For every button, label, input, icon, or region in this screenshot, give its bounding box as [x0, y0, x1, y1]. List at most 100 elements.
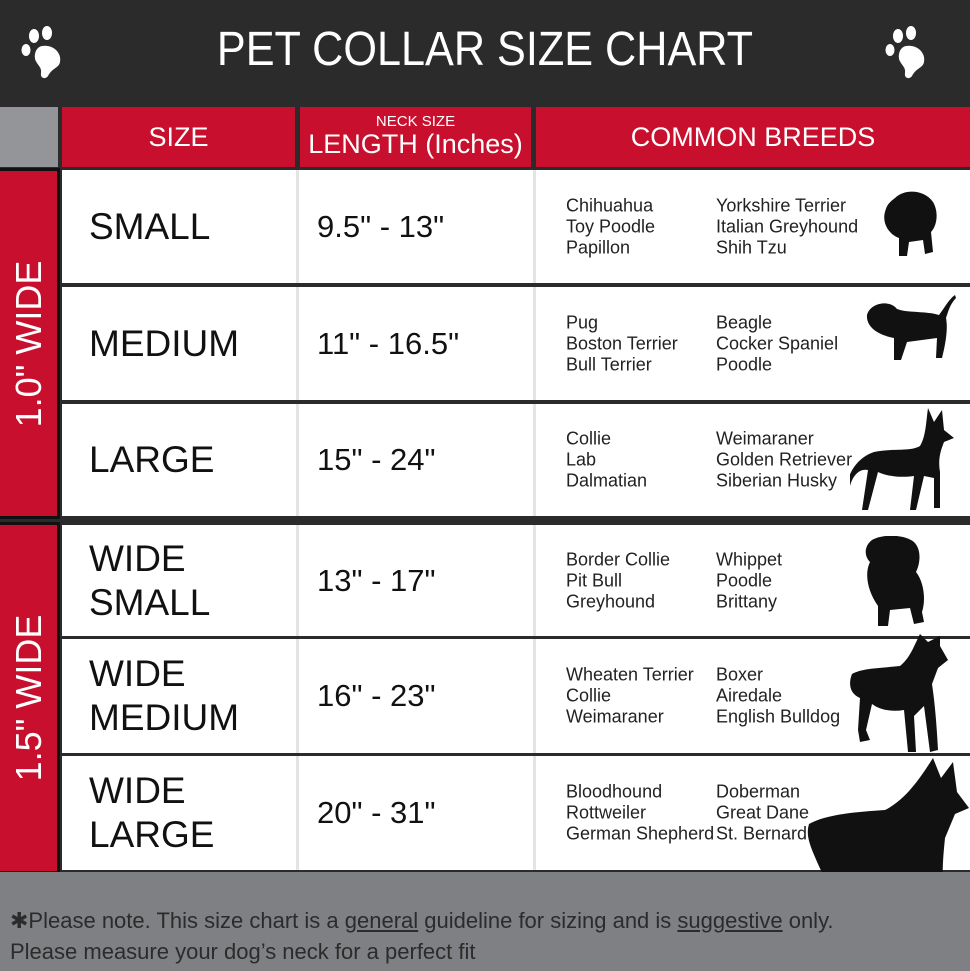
footer-text: guideline for sizing and is — [418, 908, 678, 933]
group-label: 1.0" WIDE — [7, 260, 49, 427]
breed: Pug — [566, 312, 599, 332]
divider — [533, 404, 536, 516]
length-cell: 11" - 16.5" — [317, 325, 460, 361]
header-breeds-label: COMMON BREEDS — [630, 121, 876, 152]
breed: Border Collie — [566, 549, 671, 569]
dog-silhouette-icon — [850, 634, 948, 752]
divider — [296, 170, 299, 283]
breed: Toy Poodle — [566, 216, 656, 236]
breeds-list-b: Boxer Airedale English Bulldog — [716, 665, 840, 728]
breed: Collie — [566, 428, 612, 449]
header-size-label: SIZE — [148, 121, 209, 152]
breed: Boston Terrier — [566, 333, 678, 353]
breeds-list-b: Weimaraner Golden Retriever Siberian Husky — [716, 429, 852, 492]
footer-text: only. — [782, 908, 834, 933]
dog-silhouette-icon — [866, 295, 956, 360]
breed: Poodle — [716, 570, 773, 590]
breeds-list-b: Whippet Poodle Brittany — [716, 549, 782, 612]
table-row: MEDIUM 11" - 16.5" Pug Boston Terrier Bull… — [62, 287, 970, 400]
divider — [296, 639, 299, 753]
dog-silhouette-icon — [884, 191, 937, 256]
breed: Collie — [566, 685, 612, 706]
table-row: LARGE 15" - 24" Collie Lab Dalmatian Weima… — [62, 404, 970, 516]
divider — [296, 287, 299, 400]
dog-silhouette-icon — [850, 408, 954, 510]
footer-underlined-general: general — [344, 908, 419, 933]
length-cell: 20" - 31" — [317, 795, 436, 830]
breed: Poodle — [716, 354, 773, 374]
breed: St. Bernard — [716, 823, 808, 844]
divider — [533, 525, 536, 636]
breed: Beagle — [716, 312, 773, 332]
breeds-cell: Collie Lab Dalmatian Weimaraner Golden Retr… — [536, 404, 970, 516]
breed: Bull Terrier — [566, 354, 652, 374]
breed: Italian Greyhound — [716, 216, 859, 236]
header-neck-size: NECK SIZE — [375, 112, 456, 130]
breed: Cocker Spaniel — [716, 333, 839, 353]
breed: Greyhound — [566, 591, 656, 611]
header-length: NECK SIZE LENGTH (Inches) — [300, 107, 531, 167]
divider — [296, 525, 299, 636]
length-cell: 16" - 23" — [317, 678, 436, 713]
divider — [533, 639, 536, 753]
size-label: MEDIUM — [89, 322, 240, 364]
breed: Brittany — [716, 591, 778, 611]
breed: Wheaten Terrier — [566, 664, 694, 685]
breed: Whippet — [716, 549, 783, 569]
page-title: PET COLLAR SIZE CHART — [216, 23, 754, 76]
divider — [296, 756, 299, 870]
size-cell: SMALL — [62, 170, 296, 283]
size-cell: WIDE LARGE — [62, 756, 296, 870]
breed: Shih Tzu — [716, 237, 787, 257]
size-cell: WIDE SMALL — [62, 525, 296, 636]
size-cell: WIDE MEDIUM — [62, 639, 296, 753]
size-label: LARGE — [89, 439, 215, 480]
divider — [533, 756, 536, 870]
size-label: SMALL — [89, 205, 211, 247]
breed: Weimaraner — [716, 428, 814, 449]
breed: Great Dane — [716, 802, 810, 823]
footer-line-2: Please measure your dog’s neck for a per… — [10, 939, 476, 964]
table-row: SMALL 9.5" - 13" Chihuahua Toy Poodle Papi… — [62, 170, 970, 283]
header-breeds: COMMON BREEDS — [536, 107, 970, 167]
breeds-cell: Wheaten Terrier Collie Weimaraner Boxer Air… — [536, 639, 970, 753]
group-band-2: 1.5" WIDE — [0, 522, 60, 874]
breed: Golden Retriever — [716, 449, 853, 470]
header-length-label: LENGTH (Inches) — [308, 128, 523, 159]
breed: Rottweiler — [566, 802, 647, 823]
breed: Dalmatian — [566, 470, 648, 491]
divider — [533, 170, 536, 283]
breed: Yorkshire Terrier — [716, 195, 847, 215]
breeds-list-b: Doberman Great Dane St. Bernard — [716, 782, 809, 845]
length-cell: 13" - 17" — [317, 562, 436, 598]
size-cell: MEDIUM — [62, 287, 296, 400]
breeds-list-a: Wheaten Terrier Collie Weimaraner — [566, 665, 694, 728]
table-row: WIDE SMALL 13" - 17" Border Collie Pit Bu… — [62, 525, 970, 636]
breed: English Bulldog — [716, 706, 841, 727]
corner-cell — [0, 107, 58, 167]
size-label: WIDE MEDIUM — [89, 653, 240, 738]
paw-icon — [885, 26, 925, 79]
divider — [533, 287, 536, 400]
breeds-list-a: Pug Boston Terrier Bull Terrier — [566, 312, 678, 375]
breed: Bloodhound — [566, 781, 663, 802]
breeds-cell: Pug Boston Terrier Bull Terrier Beagle Cock… — [536, 287, 970, 400]
breed: Airedale — [716, 685, 783, 706]
breed: German Shepherd — [566, 823, 715, 844]
paw-icon — [21, 26, 61, 79]
breed: Weimaraner — [566, 706, 664, 727]
group-label: 1.5" WIDE — [7, 614, 49, 782]
group-band-1: 1.0" WIDE — [0, 168, 60, 519]
size-label: WIDE SMALL — [89, 537, 211, 623]
breed: Siberian Husky — [716, 470, 838, 491]
table-row: WIDE MEDIUM 16" - 23" Wheaten Terrier Col… — [62, 639, 970, 753]
breeds-cell: Border Collie Pit Bull Greyhound Whippet Po… — [536, 525, 970, 636]
size-label: WIDE LARGE — [89, 770, 215, 855]
breeds-list-b: Beagle Cocker Spaniel Poodle — [716, 312, 838, 375]
table-row: WIDE LARGE 20" - 31" Bloodhound Rottweile… — [62, 756, 970, 870]
breed: Papillon — [566, 237, 631, 257]
size-cell: LARGE — [62, 404, 296, 516]
breeds-list-a: Bloodhound Rottweiler German Shepherd — [566, 782, 714, 845]
footer-line-1: ✱Please note. This size chart is a gener… — [10, 905, 970, 936]
footer-note: ✱Please note. This size chart is a gener… — [0, 872, 970, 971]
